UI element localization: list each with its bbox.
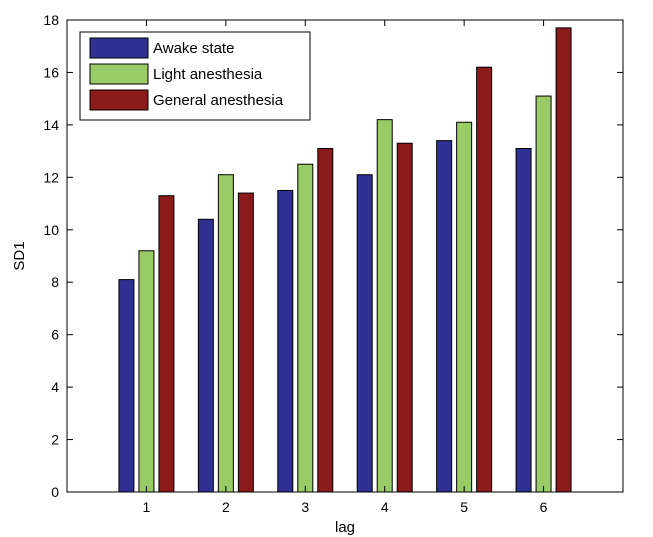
bar-general-anesthesia-lag-6 <box>555 27 572 493</box>
x-axis-title: lag <box>335 519 355 536</box>
y-tick-label: 12 <box>43 169 59 185</box>
bar-light-anesthesia-lag-6 <box>535 95 552 493</box>
bar-awake-state-lag-2 <box>197 218 214 493</box>
y-tick-label: 8 <box>51 274 59 290</box>
bar-light-anesthesia-lag-2 <box>217 174 234 493</box>
y-tick-label: 6 <box>51 327 59 343</box>
bar-general-anesthesia-lag-4 <box>396 142 413 493</box>
y-tick-label: 16 <box>43 64 59 80</box>
y-tick-label: 14 <box>43 117 59 133</box>
legend-swatch-general-anesthesia <box>89 89 149 111</box>
y-tick-label: 10 <box>43 222 59 238</box>
axes-box <box>66 19 624 493</box>
x-tick-label: 4 <box>381 499 389 515</box>
y-axis-title: SD1 <box>11 241 28 270</box>
legend-label-awake-state: Awake state <box>153 40 234 57</box>
bar-awake-state-lag-6 <box>515 147 532 493</box>
axes-layer <box>66 19 624 493</box>
legend-label-light-anesthesia: Light anesthesia <box>153 66 263 83</box>
legend-label-general-anesthesia: General anesthesia <box>153 92 284 109</box>
bar-awake-state-lag-4 <box>356 174 373 493</box>
y-tick-label: 0 <box>51 484 59 500</box>
x-tick-label: 6 <box>540 499 548 515</box>
y-tick-label: 2 <box>51 432 59 448</box>
x-tick-label: 1 <box>143 499 151 515</box>
y-tick-label: 4 <box>51 379 59 395</box>
bar-general-anesthesia-lag-5 <box>476 66 493 493</box>
bar-light-anesthesia-lag-1 <box>138 250 155 493</box>
x-tick-label: 5 <box>460 499 468 515</box>
bar-light-anesthesia-lag-4 <box>376 119 393 493</box>
bar-awake-state-lag-1 <box>118 279 135 493</box>
legend-swatch-light-anesthesia <box>89 63 149 85</box>
x-tick-label: 3 <box>301 499 309 515</box>
bar-general-anesthesia-lag-3 <box>317 147 334 493</box>
legend-swatch-awake-state <box>89 37 149 59</box>
bar-general-anesthesia-lag-1 <box>158 195 175 493</box>
legend: Awake state Light anesthesia General anest… <box>79 31 311 121</box>
x-tick-label: 2 <box>222 499 230 515</box>
bar-awake-state-lag-3 <box>277 189 294 493</box>
bar-general-anesthesia-lag-2 <box>237 192 254 493</box>
bar-awake-state-lag-5 <box>436 140 453 493</box>
y-tick-label: 18 <box>43 12 59 28</box>
bar-light-anesthesia-lag-5 <box>456 121 473 493</box>
bar-light-anesthesia-lag-3 <box>297 163 314 493</box>
